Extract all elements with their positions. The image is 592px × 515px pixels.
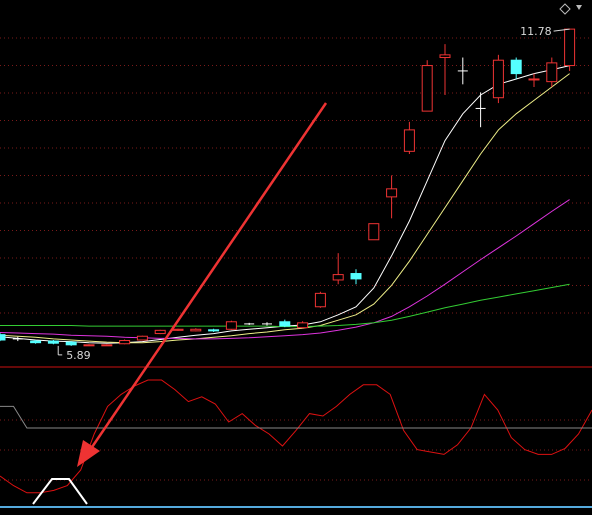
- candle: [12, 336, 23, 342]
- candle-body: [225, 321, 237, 330]
- candle: [457, 57, 468, 85]
- reference-line: [0, 405, 592, 429]
- candle: [368, 223, 380, 241]
- candle-body: [386, 188, 398, 198]
- moving-average-lines: [0, 65, 570, 344]
- candle: [297, 321, 309, 329]
- candle-body: [492, 59, 504, 99]
- candle-body: [368, 223, 380, 241]
- candle: [386, 175, 398, 219]
- candle: [332, 253, 344, 285]
- candle-body: [439, 54, 451, 59]
- candle-body: [421, 65, 433, 112]
- arrow-annotation: [77, 102, 328, 467]
- moving-average-line-2: [0, 73, 570, 344]
- candle: [564, 28, 576, 71]
- candle: [225, 320, 237, 330]
- candle: [510, 57, 522, 79]
- candle-body: [403, 129, 415, 152]
- candle: [528, 73, 540, 87]
- candle: [439, 44, 451, 96]
- indicator-panel: [0, 379, 592, 508]
- candle: [154, 329, 166, 335]
- candle: [475, 92, 486, 128]
- candle: [279, 319, 291, 328]
- candle: [190, 328, 202, 332]
- candle-body: [30, 340, 42, 344]
- candle: [546, 57, 558, 87]
- candle: [244, 322, 255, 325]
- candle-body: [101, 344, 113, 347]
- candle-body: [350, 273, 362, 280]
- high-price-label: 11.78: [520, 25, 552, 38]
- candle: [492, 54, 504, 104]
- candle-body: [528, 78, 540, 81]
- candle-body: [332, 274, 344, 281]
- candle: [47, 339, 59, 345]
- candle: [83, 344, 95, 347]
- candle: [403, 121, 415, 154]
- arrow-head: [77, 440, 100, 467]
- candle: [119, 339, 131, 345]
- candle: [314, 291, 326, 308]
- candle-body: [0, 334, 6, 341]
- candle: [350, 269, 362, 285]
- candle-body: [510, 59, 522, 75]
- candle: [208, 328, 220, 332]
- candlestick-series: [0, 28, 576, 347]
- candle-body: [83, 344, 95, 347]
- candle-body: [297, 322, 309, 329]
- candle-body: [564, 28, 576, 67]
- low-price-label: 5.89: [66, 349, 91, 362]
- arrow-shaft: [86, 102, 328, 454]
- candle-body: [119, 340, 131, 345]
- candle: [65, 341, 77, 346]
- moving-average-line-1: [0, 65, 570, 344]
- candle-body: [136, 335, 148, 341]
- candle-body: [65, 341, 77, 346]
- high-marker-line: [553, 28, 570, 32]
- indicator-line: [0, 379, 592, 494]
- diamond-icon: [559, 3, 571, 15]
- candle-body: [190, 328, 202, 332]
- price-annotations: 11.78 5.89: [57, 25, 570, 362]
- corner-marker: [559, 3, 582, 15]
- moving-average-line-3: [0, 199, 570, 340]
- candle-body: [47, 340, 59, 344]
- grid-lines: [0, 37, 592, 481]
- candle-body: [546, 62, 558, 83]
- candle-body: [208, 329, 220, 332]
- candle-body: [154, 329, 166, 335]
- candle-body: [314, 292, 326, 308]
- triangle-down-icon: [576, 5, 582, 10]
- candle-body: [172, 328, 184, 331]
- candle: [262, 322, 272, 326]
- candle: [421, 60, 433, 112]
- candle: [136, 335, 148, 341]
- signal-marker: [32, 478, 88, 505]
- candle: [101, 344, 113, 347]
- candle: [0, 333, 6, 342]
- candle: [172, 328, 184, 331]
- candle-body: [279, 321, 291, 327]
- candle: [30, 339, 42, 344]
